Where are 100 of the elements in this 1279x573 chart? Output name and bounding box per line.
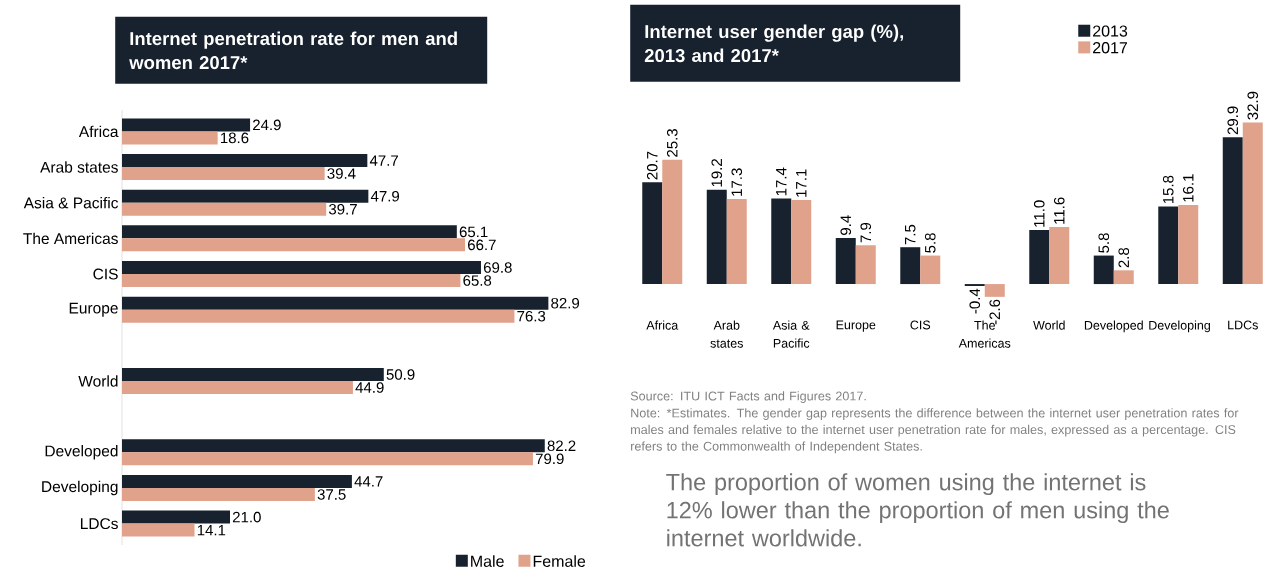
data-label: 21.0 xyxy=(232,511,261,523)
y-tick-label: LDCs xyxy=(80,518,118,530)
bar xyxy=(1029,230,1050,285)
bar xyxy=(920,255,941,285)
bar xyxy=(122,439,545,453)
x-tick-label: Asia & Pacific xyxy=(772,320,810,348)
x-tick-label: Africa xyxy=(646,320,679,330)
bar xyxy=(984,284,1005,297)
data-label: 9.4 xyxy=(840,215,852,235)
legend-label: Female xyxy=(533,555,586,567)
y-tick-label: Developing xyxy=(42,480,118,496)
legend-label: 2017 xyxy=(1093,42,1128,54)
y-tick-label: CIS xyxy=(93,268,118,280)
data-label: 11.6 xyxy=(1053,197,1065,224)
data-label: 5.8 xyxy=(924,233,936,253)
data-label: 50.9 xyxy=(386,369,415,380)
data-label: 37.5 xyxy=(317,489,346,500)
bar xyxy=(122,118,251,132)
bar xyxy=(122,309,515,323)
bar xyxy=(855,245,876,285)
bar xyxy=(122,202,327,216)
bar xyxy=(1222,137,1243,285)
data-label: 17.4 xyxy=(776,167,787,196)
bar xyxy=(122,523,195,537)
data-label: 32.9 xyxy=(1247,91,1259,120)
data-label: 7.9 xyxy=(860,222,872,243)
bar xyxy=(1093,255,1114,285)
data-label: 19.2 xyxy=(711,159,723,187)
legend-label: 2013 xyxy=(1093,25,1128,37)
bar xyxy=(726,199,747,285)
legend-label: Male xyxy=(471,555,504,567)
chart-title: Internet penetration rate for men and women 2017* xyxy=(129,31,457,70)
source-note: Source: ITU ICT Facts and Figures 2017. xyxy=(630,391,866,403)
data-label: 5.8 xyxy=(1098,233,1110,253)
data-label: 82.2 xyxy=(547,440,576,452)
bar xyxy=(1242,122,1263,285)
bar xyxy=(122,189,369,203)
bar xyxy=(900,247,921,285)
x-tick-label: Arab states xyxy=(710,320,743,348)
data-label: 47.7 xyxy=(369,155,398,166)
data-label: 17.3 xyxy=(731,168,743,196)
x-tick-label: Developed xyxy=(1084,320,1143,333)
bar xyxy=(122,225,457,239)
data-label: 82.9 xyxy=(551,297,580,309)
y-tick-label: Asia & Pacific xyxy=(23,197,119,209)
y-tick-label: Arab states xyxy=(40,161,118,173)
bar xyxy=(835,237,856,285)
x-tick-label: World xyxy=(1033,320,1065,330)
bar xyxy=(1178,204,1199,285)
text: Note: *Estimates. The gender gap represents the difference between the internet user penetration rates for males and females relative to the internet user penetration rate for males, expressed as a percentage. CIS refers to the Commonwealth of Independent States. xyxy=(631,408,1239,454)
bar xyxy=(122,296,549,310)
bar xyxy=(642,182,663,285)
bar xyxy=(1049,227,1070,285)
y-tick-label: The Americas xyxy=(23,232,118,245)
data-label: 18.6 xyxy=(221,132,249,144)
data-label: 20.7 xyxy=(646,151,658,180)
data-label: 39.4 xyxy=(327,168,356,179)
bar xyxy=(122,154,368,168)
data-label: 65.8 xyxy=(463,275,492,286)
data-label: 66.7 xyxy=(468,239,496,251)
x-tick-label: CIS xyxy=(910,320,931,330)
data-label: 25.3 xyxy=(666,129,678,157)
data-label: 2.8 xyxy=(1118,247,1130,268)
y-tick-label: Europe xyxy=(69,302,118,317)
y-tick-label: Developed xyxy=(45,445,118,460)
data-label: 17.1 xyxy=(796,169,807,197)
data-label: 69.8 xyxy=(483,262,512,273)
x-tick-label: Europe xyxy=(836,320,876,332)
bar xyxy=(122,452,533,466)
bar xyxy=(791,200,812,285)
bar xyxy=(122,368,384,381)
x-tick-label: LDCs xyxy=(1228,320,1258,330)
bar xyxy=(662,159,683,285)
chart-title: Internet user gender gap (%), 2013 and 2017* xyxy=(644,24,904,63)
bar xyxy=(122,261,481,275)
data-label: 47.9 xyxy=(370,190,400,202)
bar xyxy=(122,238,466,252)
bar xyxy=(706,189,727,285)
bar xyxy=(1113,270,1134,285)
data-label: 76.3 xyxy=(517,310,546,322)
y-tick-label: World xyxy=(78,375,118,387)
text: The proportion of women using the internet is 12% lower than the proportion of men using the internet worldwide. xyxy=(666,473,1169,547)
bar xyxy=(122,167,325,181)
y-tick-label: Africa xyxy=(78,125,119,138)
bar xyxy=(771,198,792,285)
data-label: 39.7 xyxy=(328,203,357,215)
data-label: 7.5 xyxy=(905,224,916,245)
data-label: 16.1 xyxy=(1182,174,1194,202)
data-label: 15.8 xyxy=(1162,175,1174,204)
bar xyxy=(122,381,353,394)
data-label: -0.4 xyxy=(969,288,981,314)
data-label: 44.9 xyxy=(355,382,384,393)
data-label: 29.9 xyxy=(1227,106,1239,135)
data-label: 44.7 xyxy=(354,476,383,487)
bar xyxy=(122,474,352,488)
bar xyxy=(122,510,230,524)
data-label: 65.1 xyxy=(459,226,488,238)
bar xyxy=(1158,206,1179,285)
x-tick-label: Developing xyxy=(1149,320,1210,333)
bar xyxy=(122,274,461,288)
